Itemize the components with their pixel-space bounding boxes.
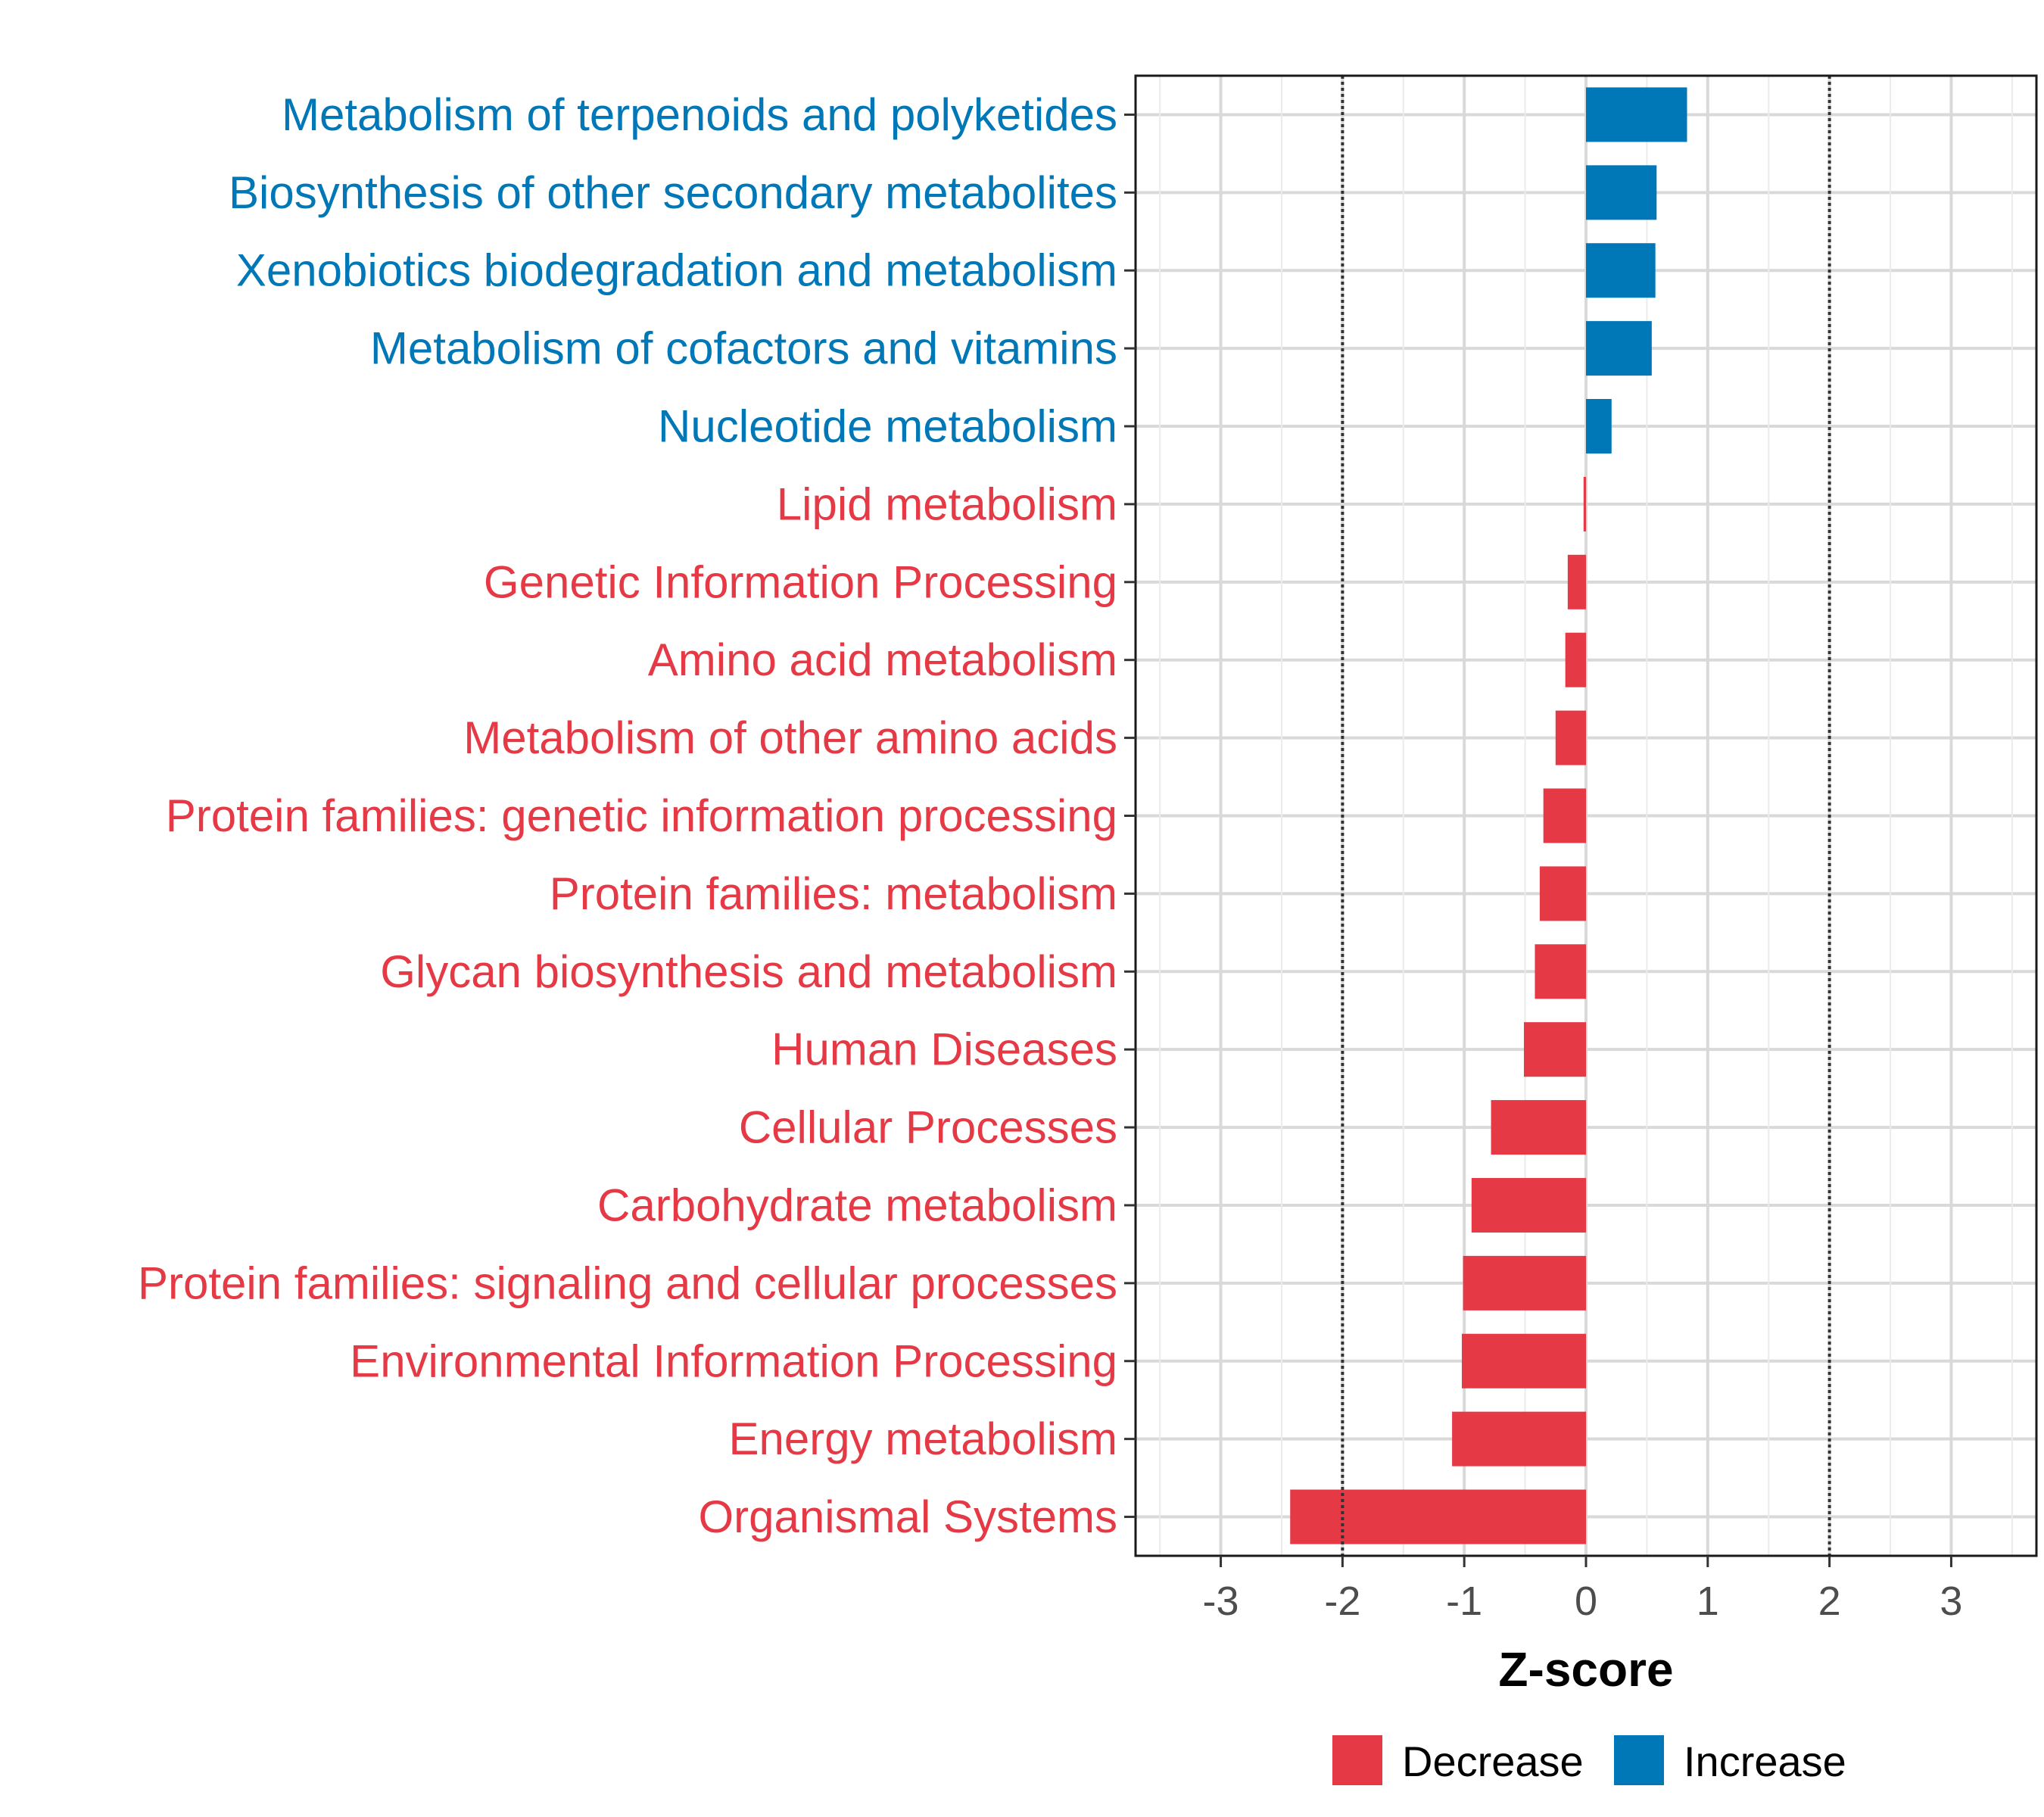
bars: [1290, 87, 1687, 1544]
bar: [1586, 399, 1612, 454]
category-label: Environmental Information Processing: [350, 1335, 1117, 1386]
x-tick-label: -3: [1203, 1579, 1239, 1624]
category-label: Carbohydrate metabolism: [597, 1180, 1117, 1230]
x-tick-label: 2: [1818, 1579, 1841, 1624]
bar: [1586, 243, 1656, 298]
bar: [1565, 632, 1586, 687]
x-tick-label: 3: [1940, 1579, 1962, 1624]
category-label: Metabolism of terpenoids and polyketides: [282, 89, 1117, 140]
bar: [1586, 165, 1657, 220]
category-label: Lipid metabolism: [777, 478, 1117, 529]
category-label: Protein families: genetic information pr…: [166, 790, 1117, 841]
category-label: Xenobiotics biodegradation and metabolis…: [236, 245, 1117, 296]
bar: [1583, 476, 1586, 531]
x-tick-label: -2: [1324, 1579, 1360, 1624]
x-axis-title: Z-score: [1498, 1642, 1673, 1697]
x-tick-label: 0: [1575, 1579, 1597, 1624]
bar: [1567, 554, 1586, 609]
legend-label-decrease: Decrease: [1402, 1738, 1584, 1785]
category-label: Metabolism of cofactors and vitamins: [370, 323, 1117, 374]
bar: [1535, 944, 1586, 999]
legend: Decrease Increase: [1332, 1735, 1846, 1785]
bar: [1586, 87, 1687, 142]
category-label: Nucleotide metabolism: [658, 401, 1117, 452]
bar: [1452, 1411, 1586, 1466]
bar: [1543, 788, 1586, 843]
bar: [1471, 1177, 1586, 1233]
category-label: Protein families: signaling and cellular…: [138, 1258, 1117, 1308]
reference-lines: [1341, 76, 1831, 1556]
x-tick-label: -1: [1446, 1579, 1482, 1624]
bar: [1523, 1022, 1586, 1077]
bar: [1463, 1255, 1586, 1311]
bar: [1290, 1489, 1586, 1544]
bar: [1586, 321, 1652, 376]
bar: [1461, 1333, 1586, 1388]
legend-swatch-increase: [1614, 1735, 1664, 1785]
x-tick-label: 1: [1697, 1579, 1719, 1624]
x-axis-ticks: -3 -2 -1 0 1 2 3: [1203, 1556, 1962, 1624]
category-label: Organismal Systems: [699, 1491, 1117, 1542]
category-label: Glycan biosynthesis and metabolism: [380, 946, 1117, 997]
legend-swatch-decrease: [1332, 1735, 1382, 1785]
category-label: Protein families: metabolism: [550, 868, 1117, 919]
category-label: Biosynthesis of other secondary metaboli…: [229, 167, 1117, 218]
bar: [1555, 710, 1586, 765]
category-label: Energy metabolism: [728, 1413, 1117, 1464]
bar: [1491, 1100, 1586, 1155]
category-label: Metabolism of other amino acids: [463, 712, 1117, 763]
category-label: Amino acid metabolism: [648, 634, 1117, 685]
y-axis-ticks: Metabolism of terpenoids and polyketides…: [138, 89, 1136, 1542]
category-label: Human Diseases: [771, 1024, 1117, 1075]
legend-label-increase: Increase: [1684, 1738, 1846, 1785]
bar: [1539, 866, 1586, 921]
category-label: Cellular Processes: [739, 1102, 1117, 1153]
category-label: Genetic Information Processing: [484, 556, 1117, 607]
